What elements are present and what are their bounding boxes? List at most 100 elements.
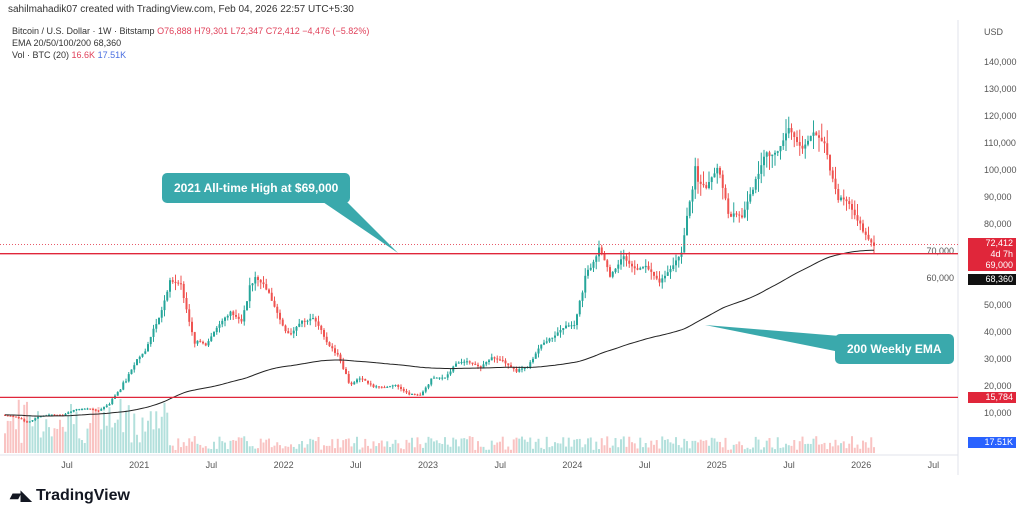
candle — [122, 382, 125, 390]
candle — [793, 132, 796, 138]
volume-bar — [727, 449, 730, 453]
candle — [347, 373, 350, 383]
candle — [100, 409, 103, 411]
x-tick-label: 2025 — [707, 460, 727, 470]
candle — [581, 292, 584, 301]
candle — [435, 377, 438, 379]
candle — [471, 362, 474, 364]
candle — [653, 271, 655, 276]
volume-bar — [867, 447, 870, 453]
volume-bar — [633, 443, 636, 453]
chart-legend: Bitcoin / U.S. Dollar · 1W · Bitstamp O7… — [12, 25, 369, 61]
y-tick-label: 120,000 — [984, 111, 1017, 121]
candle — [466, 361, 468, 363]
symbol[interactable]: Bitcoin / U.S. Dollar · 1W · Bitstamp — [12, 26, 155, 36]
volume-bar — [559, 443, 562, 453]
vol-value-2: 17.51K — [97, 50, 127, 60]
volume-bar — [592, 449, 595, 453]
candle — [53, 414, 56, 416]
candle — [298, 323, 301, 327]
volume-bar — [375, 446, 378, 453]
candle — [328, 342, 331, 347]
candle — [867, 234, 870, 240]
volume-bar — [790, 445, 793, 453]
volume-bar — [551, 446, 554, 453]
volume-bar — [188, 438, 191, 453]
candle — [232, 311, 235, 316]
candle — [441, 377, 444, 379]
tradingview-logo[interactable]: ▰◣ TradingView — [10, 487, 130, 504]
candle — [334, 348, 336, 353]
candle — [424, 387, 427, 392]
candle — [754, 179, 757, 190]
candle — [688, 201, 691, 216]
volume-bar — [782, 447, 785, 453]
candle — [372, 384, 375, 388]
candle — [138, 356, 141, 360]
candle — [331, 346, 334, 349]
candle — [449, 371, 452, 375]
candle — [20, 418, 23, 420]
volume-bar — [199, 444, 202, 453]
volume-bar — [394, 439, 397, 453]
candle — [111, 398, 114, 405]
candle — [584, 275, 587, 293]
volume-bar — [320, 449, 323, 453]
vol-label[interactable]: Vol · BTC (20) — [12, 50, 70, 60]
volume-bar — [89, 423, 92, 453]
candle — [499, 359, 501, 361]
candle — [620, 259, 622, 265]
volume-bar — [446, 444, 449, 453]
candle — [276, 306, 279, 313]
volume-bar — [268, 438, 270, 453]
candle — [468, 361, 471, 363]
volume-bar — [400, 448, 402, 453]
y-tick-label: 140,000 — [984, 57, 1017, 67]
candle — [224, 317, 226, 321]
volume-bar — [529, 437, 532, 453]
volume-bar — [738, 441, 741, 453]
volume-bar — [532, 448, 534, 453]
volume-bar — [367, 445, 369, 453]
volume-bar — [100, 429, 103, 453]
volume-bar — [202, 447, 204, 453]
candle — [743, 209, 746, 218]
volume-bar — [705, 440, 708, 453]
candle — [831, 170, 834, 179]
candle — [735, 213, 738, 215]
price-chart[interactable]: USD 10,000 20,000 30,000 40,000 50,000 60,000… — [0, 0, 1024, 480]
candle — [127, 374, 130, 382]
ema-label[interactable]: EMA 20/50/100/200 — [12, 38, 92, 48]
candle — [658, 278, 661, 283]
volume-bar — [232, 440, 235, 453]
candle — [771, 154, 774, 157]
volume-bar — [534, 441, 537, 453]
volume-bar — [452, 437, 455, 453]
candle — [779, 145, 782, 152]
volume-bar — [169, 445, 171, 453]
volume-bar — [28, 415, 31, 453]
volume-bar — [655, 440, 658, 453]
volume-bar — [39, 437, 42, 453]
candle — [386, 386, 389, 388]
candle — [576, 314, 578, 326]
volume-bar — [257, 448, 259, 453]
candle — [147, 344, 149, 352]
volume-bar — [510, 449, 512, 453]
candle — [116, 392, 119, 396]
candle — [6, 415, 9, 417]
candle — [724, 187, 727, 199]
candle — [89, 408, 92, 410]
candle — [848, 201, 851, 205]
candle — [158, 317, 160, 325]
candle — [369, 383, 372, 385]
candle — [254, 277, 257, 284]
volume-bar — [625, 446, 628, 453]
volume-bar — [474, 449, 477, 453]
volume-bar — [116, 419, 119, 453]
volume-bar — [647, 447, 650, 453]
x-tick-label: 2021 — [129, 460, 149, 470]
candle — [732, 213, 735, 217]
volume-bar — [314, 441, 317, 453]
volume-bar — [345, 439, 347, 453]
